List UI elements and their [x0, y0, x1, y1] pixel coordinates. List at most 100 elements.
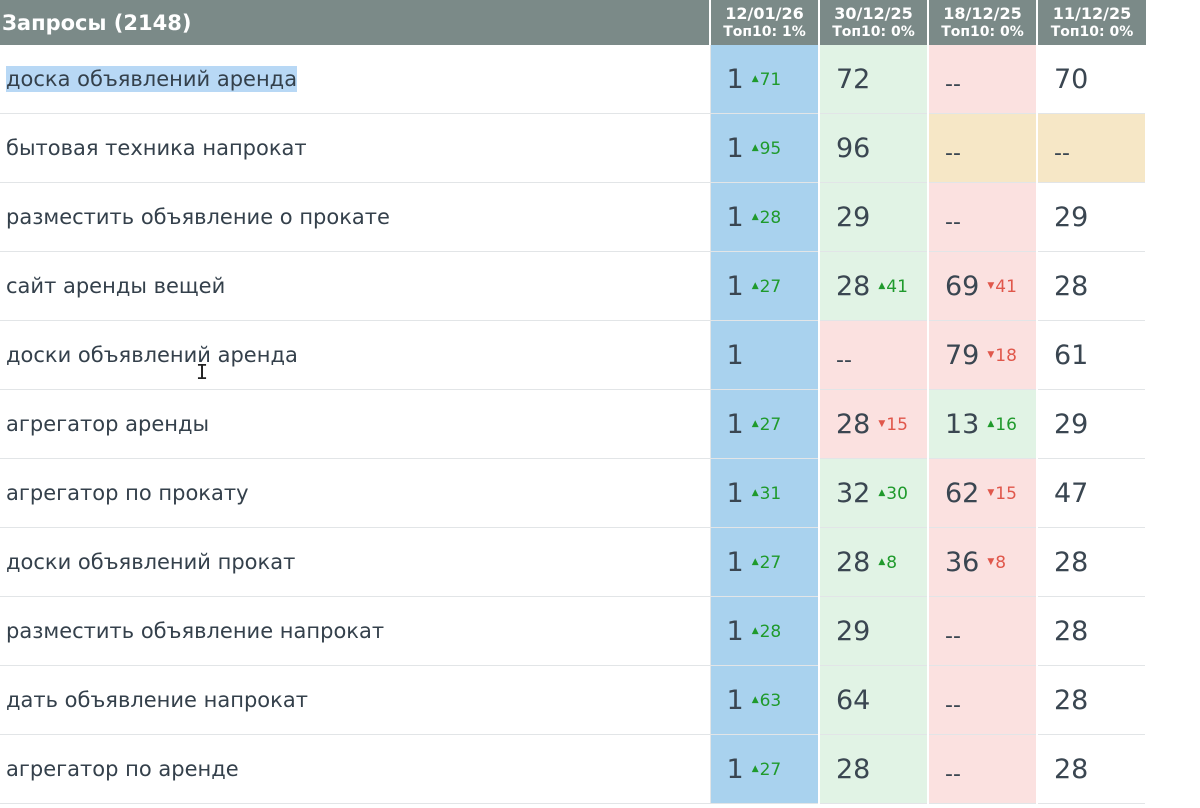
table-row[interactable]: разместить объявление о прокате 1 ▲28 29 -- 2… [0, 182, 1147, 252]
delta-value: 18 [995, 346, 1017, 366]
table-row[interactable]: доски объявлений аренда 1 -- 79 ▼18 61 [0, 320, 1147, 390]
position-cell[interactable]: 1 ▲28 [710, 182, 820, 252]
query-cell[interactable]: доски объявлений прокат [0, 527, 711, 597]
position-cell[interactable]: 29 [1037, 389, 1147, 459]
query-cell[interactable]: дать объявление напрокат [0, 665, 711, 735]
delta-value: 41 [995, 277, 1017, 297]
position-cell[interactable]: 13 ▲16 [928, 389, 1038, 459]
table-row[interactable]: сайт аренды вещей 1 ▲27 28 ▲41 69 ▼41 28 [0, 251, 1147, 321]
position-cell[interactable]: 28 [1037, 251, 1147, 321]
position-cell[interactable]: -- [928, 734, 1038, 804]
position-cell[interactable]: -- [819, 320, 929, 390]
query-cell[interactable]: доски объявлений аренда [0, 320, 711, 390]
position-value: 79 [945, 339, 980, 371]
position-cell[interactable]: 1 ▲27 [710, 734, 820, 804]
table-row[interactable]: дать объявление напрокат 1 ▲63 64 -- 28 [0, 665, 1147, 735]
date-column-header[interactable]: 12/01/26 Топ10: 1% [710, 0, 820, 45]
position-cell[interactable]: -- [928, 596, 1038, 666]
position-value: -- [945, 71, 961, 97]
delta-value: 95 [759, 139, 782, 159]
position-cell[interactable]: 69 ▼41 [928, 251, 1038, 321]
query-cell[interactable]: агрегатор по прокату [0, 458, 711, 528]
date-column-header[interactable]: 30/12/25 Топ10: 0% [819, 0, 929, 45]
table-row[interactable]: доска объявлений аренда 1 ▲71 72 -- 70 [0, 45, 1147, 114]
arrow-up-icon: ▲ [987, 419, 995, 429]
queries-column-header[interactable]: Запросы (2148) [0, 0, 711, 45]
position-cell[interactable]: -- [928, 182, 1038, 252]
delta-value: 63 [759, 691, 782, 711]
position-cell[interactable]: 62 ▼15 [928, 458, 1038, 528]
position-cell[interactable]: 70 [1037, 45, 1147, 114]
position-cell[interactable]: 64 [819, 665, 929, 735]
position-cell[interactable]: 1 ▲71 [710, 45, 820, 114]
position-delta-up: ▲63 [752, 691, 782, 711]
position-cell[interactable]: 29 [819, 596, 929, 666]
position-cell[interactable]: 1 ▲27 [710, 527, 820, 597]
position-cell[interactable]: 28 [1037, 665, 1147, 735]
position-cell[interactable]: 1 ▲27 [710, 389, 820, 459]
position-cell[interactable]: 28 [1037, 734, 1147, 804]
table-row[interactable]: агрегатор по аренде 1 ▲27 28 -- 28 [0, 734, 1147, 804]
position-cell[interactable]: 28 [1037, 527, 1147, 597]
position-cell[interactable]: 28 [819, 734, 929, 804]
position-value: 1 [726, 201, 744, 233]
position-cell[interactable]: -- [928, 665, 1038, 735]
position-cell[interactable]: -- [928, 45, 1038, 114]
query-cell[interactable]: агрегатор по аренде [0, 734, 711, 804]
position-cell[interactable]: -- [928, 113, 1038, 183]
position-value: -- [836, 347, 852, 373]
position-cell[interactable]: 72 [819, 45, 929, 114]
query-cell[interactable]: доска объявлений аренда [0, 45, 711, 114]
position-delta-down: ▼41 [987, 277, 1017, 297]
position-cell[interactable]: 29 [819, 182, 929, 252]
position-delta-down: ▼15 [878, 415, 908, 435]
position-delta-up: ▲27 [752, 553, 782, 573]
column-date: 30/12/25 [834, 3, 913, 23]
query-cell[interactable]: разместить объявление о прокате [0, 182, 711, 252]
position-cell[interactable]: 1 [710, 320, 820, 390]
position-cell[interactable]: 32 ▲30 [819, 458, 929, 528]
query-text: дать объявление напрокат [6, 688, 308, 712]
position-cell[interactable]: 47 [1037, 458, 1147, 528]
position-cell[interactable]: 1 ▲31 [710, 458, 820, 528]
position-cell[interactable]: 1 ▲95 [710, 113, 820, 183]
position-cell[interactable]: -- [1037, 113, 1147, 183]
position-cell[interactable]: 1 ▲27 [710, 251, 820, 321]
position-cell[interactable]: 79 ▼18 [928, 320, 1038, 390]
position-cell[interactable]: 1 ▲28 [710, 596, 820, 666]
delta-value: 71 [759, 70, 782, 90]
position-delta-up: ▲27 [752, 415, 782, 435]
position-value: 28 [1054, 615, 1089, 647]
arrow-up-icon: ▲ [878, 488, 886, 498]
position-cell[interactable]: 96 [819, 113, 929, 183]
delta-value: 30 [886, 484, 908, 504]
position-cell[interactable]: 1 ▲63 [710, 665, 820, 735]
table-row[interactable]: агрегатор по прокату 1 ▲31 32 ▲30 62 ▼15 47 [0, 458, 1147, 528]
table-row[interactable]: разместить объявление напрокат 1 ▲28 29 -- 28 [0, 596, 1147, 666]
column-date: 12/01/26 [725, 3, 804, 23]
position-cell[interactable]: 29 [1037, 182, 1147, 252]
position-cell[interactable]: 61 [1037, 320, 1147, 390]
position-cell[interactable]: 28 ▲8 [819, 527, 929, 597]
table-row[interactable]: агрегатор аренды 1 ▲27 28 ▼15 13 ▲16 29 [0, 389, 1147, 459]
position-cell[interactable]: 28 ▼15 [819, 389, 929, 459]
position-value: 32 [836, 477, 871, 509]
position-value: 36 [945, 546, 980, 578]
query-cell[interactable]: бытовая техника напрокат [0, 113, 711, 183]
position-value: 64 [836, 684, 871, 716]
position-value: 1 [726, 615, 744, 647]
table-row[interactable]: бытовая техника напрокат 1 ▲95 96 -- -- [0, 113, 1147, 183]
query-cell[interactable]: сайт аренды вещей [0, 251, 711, 321]
position-cell[interactable]: 36 ▼8 [928, 527, 1038, 597]
query-cell[interactable]: агрегатор аренды [0, 389, 711, 459]
query-cell[interactable]: разместить объявление напрокат [0, 596, 711, 666]
table-row[interactable]: доски объявлений прокат 1 ▲27 28 ▲8 36 ▼8 28 [0, 527, 1147, 597]
position-value: 1 [726, 546, 744, 578]
position-cell[interactable]: 28 ▲41 [819, 251, 929, 321]
delta-value: 31 [759, 484, 782, 504]
date-column-header[interactable]: 18/12/25 Топ10: 0% [928, 0, 1038, 45]
column-top10-share: Топ10: 1% [723, 23, 806, 40]
position-value: 1 [726, 477, 744, 509]
date-column-header[interactable]: 11/12/25 Топ10: 0% [1037, 0, 1146, 45]
position-cell[interactable]: 28 [1037, 596, 1147, 666]
